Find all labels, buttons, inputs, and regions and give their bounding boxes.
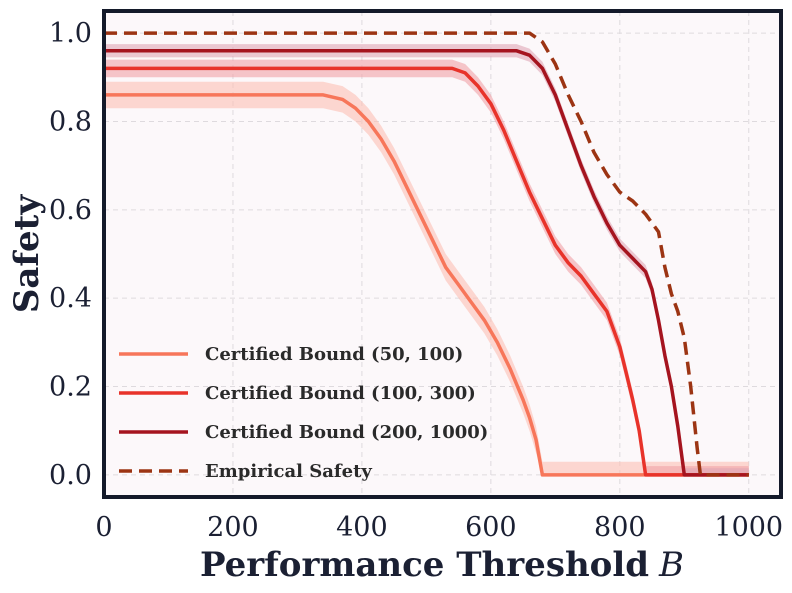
series-line-2	[104, 66, 749, 477]
series-line-1	[104, 93, 749, 477]
series-lines	[104, 31, 749, 477]
x-tick-label: 600	[465, 512, 517, 543]
x-tick-labels: 0 200 400 600 800 1000	[95, 512, 783, 543]
y-tick-label: 1.0	[49, 18, 92, 49]
y-tick-label: 0.2	[49, 372, 92, 403]
x-tick-label: 800	[594, 512, 646, 543]
x-tick-label: 200	[207, 512, 259, 543]
legend-label-1: Certified Bound (50, 100)	[205, 344, 463, 365]
series-line-3	[104, 49, 749, 477]
x-axis-title-variable: B	[658, 545, 684, 585]
y-tick-label: 0.4	[49, 283, 92, 314]
y-tick-label: 0.6	[49, 195, 92, 226]
x-axis-title-text: Performance Threshold	[200, 545, 649, 585]
legend-label-3: Certified Bound (200, 1000)	[205, 422, 488, 443]
y-tick-label: 0.8	[49, 106, 92, 137]
y-axis-title: Safety	[7, 194, 47, 314]
x-tick-label: 400	[336, 512, 388, 543]
x-axis-title: Performance Threshold B	[200, 545, 684, 585]
legend: Certified Bound (50, 100) Certified Bound…	[119, 344, 488, 482]
y-tick-label: 0.0	[49, 460, 92, 491]
series-line-4	[104, 31, 749, 477]
x-tick-label: 1000	[714, 512, 783, 543]
y-tick-labels: 0.0 0.2 0.4 0.6 0.8 1.0	[49, 18, 92, 491]
x-tick-label: 0	[95, 512, 112, 543]
plot-frame	[102, 9, 783, 499]
legend-label-2: Certified Bound (100, 300)	[205, 383, 476, 404]
legend-label-4: Empirical Safety	[205, 461, 372, 482]
